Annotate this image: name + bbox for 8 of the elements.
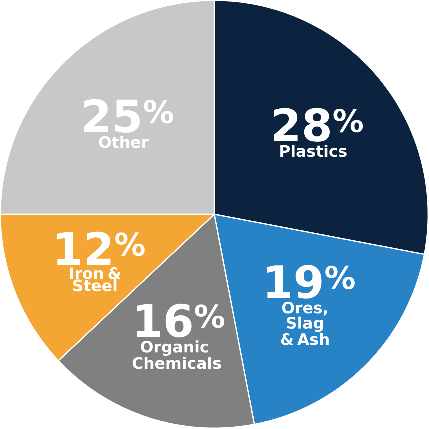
data-label: 19$^{%}$ [268, 265, 355, 299]
slice-label: Plastics [280, 145, 347, 158]
slice-label: Organic Chemicals [132, 340, 222, 370]
slice-label: Ores, Slag & Ash [281, 302, 329, 346]
data-label: 16$^{%}$ [137, 304, 225, 338]
slice-label: Iron & Steel [70, 268, 121, 292]
data-label: 28$^{%}$ [274, 108, 364, 142]
data-label: 12$^{%}$ [57, 232, 145, 265]
